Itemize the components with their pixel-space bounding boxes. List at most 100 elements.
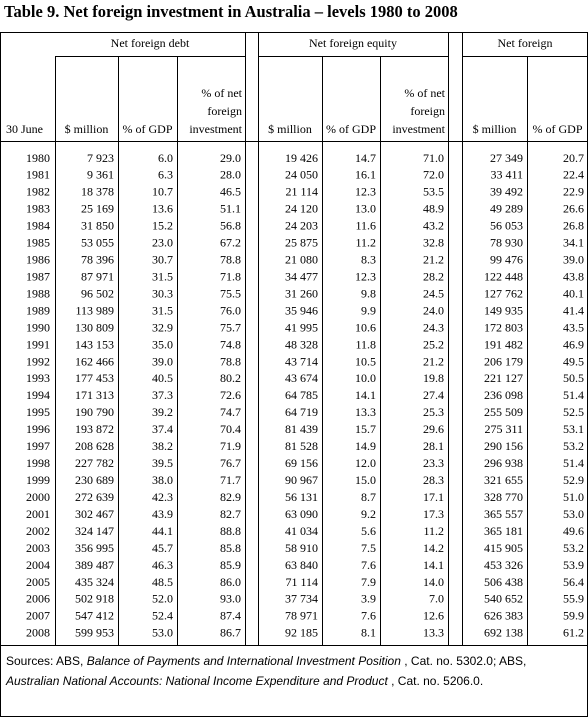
column-header: % of GDP <box>533 122 583 136</box>
cell-value: 39.0 <box>152 354 173 368</box>
cell-value: 26.6 <box>563 202 584 216</box>
cell-value: 13.3 <box>423 626 444 640</box>
cell-value: 33 411 <box>490 168 523 182</box>
cell-value: 82.7 <box>220 507 241 521</box>
cell-value: 296 938 <box>484 456 523 470</box>
cell-value: 43 714 <box>285 354 318 368</box>
row-year: 2004 <box>26 558 50 572</box>
cell-value: 88.8 <box>220 524 241 538</box>
cell-value: 15.0 <box>355 473 376 487</box>
cell-value: 10.7 <box>152 185 173 199</box>
cell-value: 35.0 <box>152 337 173 351</box>
cell-value: 8.7 <box>361 490 376 504</box>
cell-value: 24 050 <box>285 168 318 182</box>
cell-value: 7.6 <box>361 609 376 623</box>
cell-value: 32.8 <box>423 236 444 250</box>
cell-value: 85.8 <box>220 541 241 555</box>
cell-value: 58 910 <box>285 541 318 555</box>
cell-value: 28.2 <box>423 269 444 283</box>
cell-value: 44.1 <box>152 524 173 538</box>
cell-value: 64 719 <box>285 405 318 419</box>
column-header: % of GDP <box>326 122 376 136</box>
cell-value: 15.2 <box>152 219 173 233</box>
column-header: investment <box>189 122 242 136</box>
cell-value: 41 995 <box>285 320 318 334</box>
cell-value: 27 349 <box>490 151 523 165</box>
column-header: % of net <box>201 86 242 100</box>
cell-value: 11.8 <box>355 337 376 351</box>
cell-value: 78 396 <box>81 253 114 267</box>
cell-value: 92 185 <box>285 626 318 640</box>
cell-value: 365 557 <box>484 507 523 521</box>
cell-value: 272 639 <box>75 490 114 504</box>
cell-value: 43.2 <box>423 219 444 233</box>
cell-value: 86.0 <box>220 575 241 589</box>
cell-value: 67.2 <box>220 236 241 250</box>
cell-value: 51.4 <box>563 456 584 470</box>
cell-value: 13.0 <box>355 202 376 216</box>
cell-value: 56.4 <box>563 575 584 589</box>
column-header: $ million <box>473 122 517 136</box>
cell-value: 7.6 <box>361 558 376 572</box>
cell-value: 74.7 <box>220 405 241 419</box>
cell-value: 49.5 <box>563 354 584 368</box>
cell-value: 415 905 <box>484 541 523 555</box>
column-header: $ million <box>65 122 109 136</box>
cell-value: 236 098 <box>484 388 523 402</box>
cell-value: 255 509 <box>484 405 523 419</box>
cell-value: 6.0 <box>158 151 173 165</box>
cell-value: 78.8 <box>220 253 241 267</box>
cell-value: 48.5 <box>152 575 173 589</box>
cell-value: 190 790 <box>75 405 114 419</box>
cell-value: 14.0 <box>423 575 444 589</box>
cell-value: 96 502 <box>81 286 114 300</box>
cell-value: 42.3 <box>152 490 173 504</box>
cell-value: 14.9 <box>355 439 376 453</box>
cell-value: 43.9 <box>152 507 173 521</box>
cell-value: 46.3 <box>152 558 173 572</box>
cell-value: 365 181 <box>484 524 523 538</box>
column-header: investment <box>392 122 445 136</box>
cell-value: 9.2 <box>361 507 376 521</box>
row-year: 1996 <box>26 422 50 436</box>
cell-value: 21 114 <box>285 185 318 199</box>
group-header: Net foreign <box>498 36 553 50</box>
cell-value: 19 426 <box>285 151 318 165</box>
row-year: 1994 <box>26 388 50 402</box>
cell-value: 172 803 <box>484 320 523 334</box>
cell-value: 25.3 <box>423 405 444 419</box>
cell-value: 28.1 <box>423 439 444 453</box>
column-header: $ million <box>268 122 312 136</box>
cell-value: 23.3 <box>423 456 444 470</box>
cell-value: 31 260 <box>285 286 318 300</box>
cell-value: 53.9 <box>563 558 584 572</box>
cell-value: 10.6 <box>355 320 376 334</box>
footnote-title: Australian National Accounts: National I… <box>6 674 388 688</box>
cell-value: 9.8 <box>361 286 376 300</box>
cell-value: 17.3 <box>423 507 444 521</box>
cell-value: 37 734 <box>285 592 318 606</box>
cell-value: 39.0 <box>563 253 584 267</box>
cell-value: 24.5 <box>423 286 444 300</box>
cell-value: 48.9 <box>423 202 444 216</box>
footnote-text: , Cat. no. 5206.0. <box>387 674 484 688</box>
cell-value: 49 289 <box>490 202 523 216</box>
column-header: foreign <box>410 104 445 118</box>
cell-value: 74.8 <box>220 337 241 351</box>
cell-value: 130 809 <box>75 320 114 334</box>
cell-value: 356 995 <box>75 541 114 555</box>
cell-value: 46.5 <box>220 185 241 199</box>
cell-value: 162 466 <box>75 354 114 368</box>
cell-value: 31 850 <box>81 219 114 233</box>
cell-value: 52.4 <box>152 609 173 623</box>
row-year: 1981 <box>26 168 50 182</box>
cell-value: 7 923 <box>87 151 114 165</box>
cell-value: 12.3 <box>355 185 376 199</box>
column-header: 30 June <box>6 122 43 136</box>
cell-value: 11.2 <box>355 236 376 250</box>
cell-value: 5.6 <box>361 524 376 538</box>
cell-value: 221 127 <box>484 371 523 385</box>
cell-value: 40.5 <box>152 371 173 385</box>
cell-value: 11.6 <box>355 219 376 233</box>
footnote-text: , Cat. no. 5302.0; ABS, <box>400 654 527 668</box>
